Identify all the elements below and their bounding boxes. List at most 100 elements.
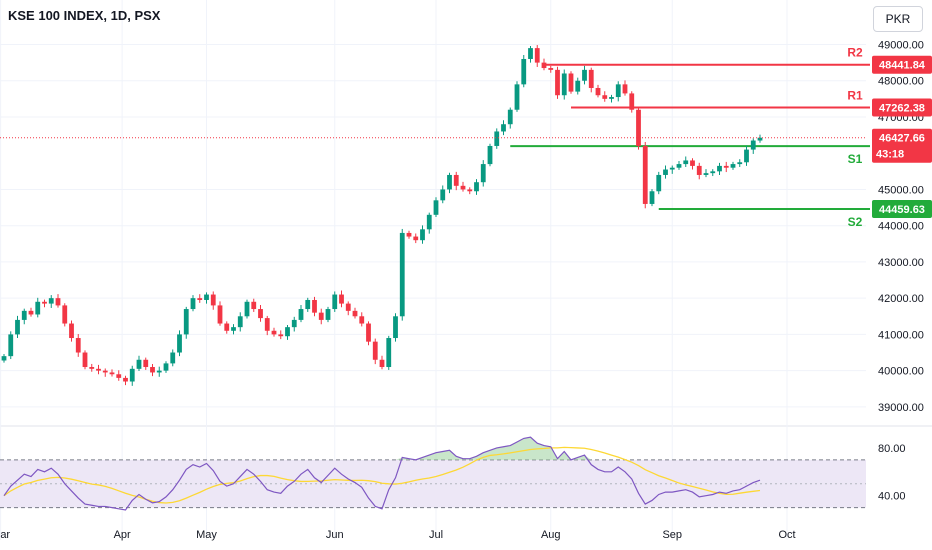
rsi-line bbox=[3, 436, 761, 511]
candle-body bbox=[507, 109, 513, 125]
candle-body bbox=[440, 189, 446, 201]
candle-body bbox=[690, 160, 695, 166]
level-badge bbox=[872, 98, 932, 117]
candle-body bbox=[264, 318, 270, 331]
candle-body bbox=[345, 303, 351, 311]
candle-body bbox=[433, 200, 439, 215]
candle-body bbox=[386, 338, 392, 368]
x-tick-label: Sep bbox=[662, 529, 682, 541]
candle-body bbox=[467, 189, 473, 192]
candle-body bbox=[271, 330, 277, 335]
candle-body bbox=[548, 68, 554, 70]
x-tick-label: Aug bbox=[541, 529, 561, 541]
candle-body bbox=[642, 145, 648, 204]
candle-body bbox=[62, 305, 68, 324]
candle-body bbox=[602, 95, 608, 99]
symbol-title: KSE 100 INDEX, 1D, PSX bbox=[8, 8, 161, 23]
candle-body bbox=[116, 374, 122, 378]
level-value: 44459.63 bbox=[879, 204, 925, 216]
candle-body bbox=[663, 169, 668, 175]
level-name-s2: S2 bbox=[848, 215, 863, 229]
candle-body bbox=[210, 294, 216, 306]
candle-body bbox=[487, 145, 493, 165]
candle-body bbox=[366, 323, 371, 342]
candle-body bbox=[683, 160, 689, 165]
candle-body bbox=[528, 48, 533, 59]
candle-body bbox=[575, 80, 581, 92]
candle-body bbox=[359, 316, 365, 324]
candle-body bbox=[82, 352, 88, 368]
y-tick-label: 45000.00 bbox=[878, 184, 924, 196]
candle-body bbox=[717, 165, 722, 172]
candle-body bbox=[474, 182, 479, 192]
candle-body bbox=[156, 370, 162, 373]
candle-body bbox=[521, 58, 527, 85]
candle-body bbox=[757, 137, 763, 141]
candle-body bbox=[453, 174, 459, 186]
candle-body bbox=[8, 334, 14, 357]
currency-button[interactable]: PKR bbox=[873, 6, 923, 32]
candle-body bbox=[102, 370, 108, 373]
candle-body bbox=[656, 174, 662, 192]
candle-body bbox=[123, 377, 128, 382]
candle-body bbox=[318, 312, 324, 320]
candle-body bbox=[595, 87, 601, 96]
rsi-tick-label: 40.00 bbox=[878, 491, 906, 503]
candle-body bbox=[244, 301, 250, 317]
candle-body bbox=[649, 191, 655, 204]
candle-body bbox=[1, 356, 7, 361]
candle-body bbox=[204, 294, 209, 300]
x-tick-label: Mar bbox=[0, 529, 10, 541]
candle-body bbox=[501, 124, 506, 132]
candle-body bbox=[237, 316, 243, 328]
candle-body bbox=[561, 73, 567, 96]
candle-body bbox=[710, 171, 716, 174]
level-name-r1: R1 bbox=[847, 88, 863, 102]
candle-body bbox=[48, 298, 54, 304]
level-name-s1: S1 bbox=[848, 152, 863, 166]
y-tick-label: 43000.00 bbox=[878, 257, 924, 269]
candle-body bbox=[426, 214, 432, 230]
candle-body bbox=[285, 327, 290, 337]
candle-body bbox=[298, 309, 304, 320]
candle-body bbox=[109, 372, 115, 375]
rsi-tick-label: 80.00 bbox=[878, 443, 906, 455]
candle-body bbox=[723, 165, 729, 168]
candle-body bbox=[514, 84, 520, 110]
support-resistance-levels: R2 R1 S1 S2 bbox=[510, 46, 870, 229]
candle-body bbox=[636, 109, 641, 146]
candle-body bbox=[669, 167, 675, 170]
candle-body bbox=[332, 294, 338, 310]
candle-body bbox=[622, 84, 628, 94]
level-badge bbox=[872, 200, 932, 219]
candle-body bbox=[750, 140, 756, 150]
candle-body bbox=[251, 301, 257, 310]
candle-body bbox=[393, 316, 398, 339]
candle-body bbox=[399, 232, 405, 317]
candle-body bbox=[15, 319, 20, 335]
candle-body bbox=[197, 298, 203, 300]
candle-body bbox=[278, 334, 284, 337]
candle-body bbox=[588, 69, 594, 88]
candle-body bbox=[413, 236, 419, 241]
x-tick-label: Jul bbox=[429, 529, 443, 541]
candle-body bbox=[231, 327, 236, 331]
level-value: 48441.84 bbox=[879, 60, 926, 72]
price-badges: 48441.8447262.3846195.7144459.6346427.66… bbox=[872, 55, 932, 219]
candle-body bbox=[629, 93, 635, 110]
candle-body bbox=[555, 69, 560, 96]
candle-body bbox=[177, 334, 182, 353]
candle-body bbox=[217, 305, 223, 324]
candle-body bbox=[406, 232, 412, 237]
candle-body bbox=[129, 368, 135, 382]
candle-body bbox=[183, 309, 189, 335]
price-candles bbox=[1, 45, 763, 386]
candle-body bbox=[737, 162, 743, 165]
candle-body bbox=[379, 359, 385, 368]
candle-body bbox=[339, 294, 344, 304]
rsi-moving-average bbox=[3, 446, 761, 504]
candle-body bbox=[170, 352, 176, 364]
candle-body bbox=[372, 341, 378, 360]
